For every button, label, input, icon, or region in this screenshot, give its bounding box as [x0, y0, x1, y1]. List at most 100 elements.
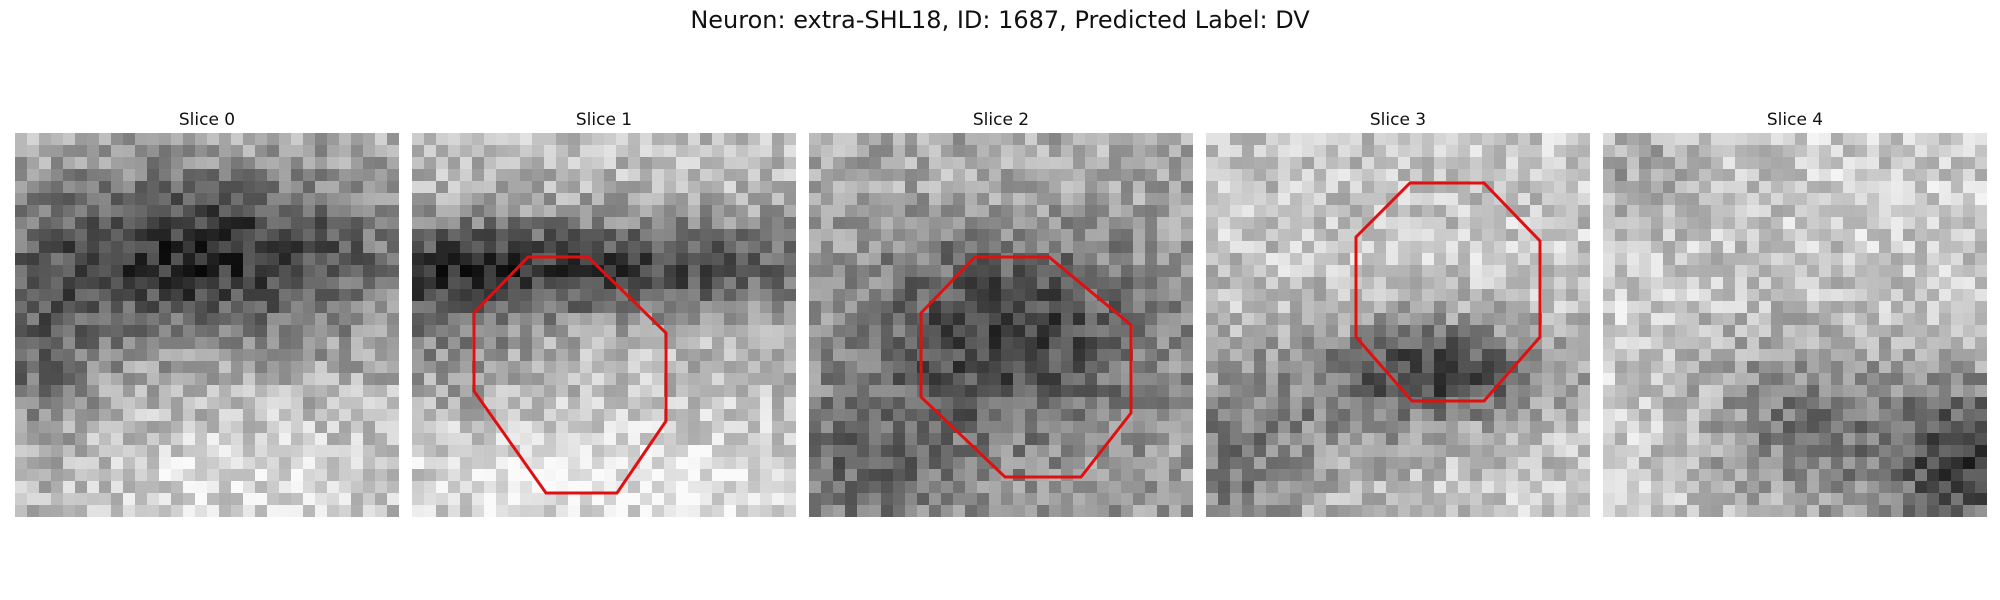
pixel [1254, 181, 1267, 194]
pixel [1386, 265, 1399, 278]
pixel [87, 313, 100, 326]
pixel [1338, 373, 1351, 386]
pixel [1218, 217, 1231, 230]
pixel [1061, 457, 1074, 470]
pixel [1398, 421, 1411, 434]
pixel [1025, 277, 1038, 290]
pixel [1963, 217, 1976, 230]
pixel [1554, 505, 1567, 517]
pixel [1049, 457, 1062, 470]
pixel [556, 241, 569, 254]
pixel [580, 349, 593, 362]
pixel [1073, 373, 1086, 386]
pixel [1482, 217, 1495, 230]
pixel [123, 373, 136, 386]
pixel [1675, 253, 1688, 266]
pixel [1278, 241, 1291, 254]
pixel [219, 433, 232, 446]
pixel [989, 325, 1002, 338]
pixel [1470, 361, 1483, 374]
pixel [760, 205, 773, 218]
pixel [1663, 181, 1676, 194]
pixel [63, 205, 76, 218]
pixel [1879, 373, 1892, 386]
roi-outline [919, 255, 1133, 479]
pixel [111, 289, 124, 302]
pixel [1699, 205, 1712, 218]
pixel [484, 445, 497, 458]
pixel [881, 289, 894, 302]
pixel [700, 373, 713, 386]
pixel [1157, 457, 1170, 470]
pixel [616, 229, 629, 242]
pixel [375, 313, 388, 326]
pixel [784, 205, 796, 218]
pixel [1181, 481, 1193, 494]
pixel [1218, 445, 1231, 458]
pixel [1181, 421, 1193, 434]
pixel [1001, 253, 1014, 266]
pixel [821, 433, 834, 446]
pixel [833, 289, 846, 302]
pixel [1578, 169, 1590, 182]
pixel [1879, 313, 1892, 326]
pixel [1699, 337, 1712, 350]
pixel [27, 373, 40, 386]
pixel [1723, 277, 1736, 290]
pixel [159, 433, 172, 446]
pixel [255, 181, 268, 194]
pixel [652, 253, 665, 266]
pixel [1975, 241, 1987, 254]
pixel [1085, 361, 1098, 374]
pixel [1338, 505, 1351, 517]
pixel [604, 193, 617, 206]
pixel [1651, 265, 1664, 278]
pixel [1037, 289, 1050, 302]
pixel [664, 205, 677, 218]
pixel [1711, 397, 1724, 410]
pixel [580, 433, 593, 446]
pixel [1651, 445, 1664, 458]
pixel [1723, 409, 1736, 422]
pixel [1554, 301, 1567, 314]
pixel [1639, 253, 1652, 266]
pixel [219, 253, 232, 266]
pixel [965, 313, 978, 326]
pixel [1855, 361, 1868, 374]
pixel [243, 193, 256, 206]
pixel [375, 157, 388, 170]
pixel [472, 205, 485, 218]
pixel [1326, 289, 1339, 302]
pixel [1169, 469, 1182, 482]
pixel [1446, 493, 1459, 506]
pixel [183, 205, 196, 218]
pixel [688, 469, 701, 482]
pixel [1278, 205, 1291, 218]
pixel [1073, 289, 1086, 302]
pixel [1410, 253, 1423, 266]
pixel [532, 265, 545, 278]
pixel [171, 445, 184, 458]
pixel [1242, 349, 1255, 362]
pixel [460, 253, 473, 266]
pixel [1133, 421, 1146, 434]
pixel [869, 133, 882, 146]
pixel [544, 385, 557, 398]
pixel [580, 457, 593, 470]
pixel [1230, 361, 1243, 374]
pixel [315, 493, 328, 506]
pixel [532, 277, 545, 290]
pixel [1422, 217, 1435, 230]
pixel [520, 265, 533, 278]
pixel [1951, 265, 1964, 278]
pixel [760, 421, 773, 434]
pixel [965, 325, 978, 338]
pixel [1398, 337, 1411, 350]
pixel [1242, 373, 1255, 386]
pixel [1735, 385, 1748, 398]
pixel [1278, 193, 1291, 206]
pixel [1470, 301, 1483, 314]
pixel [953, 241, 966, 254]
pixel [568, 445, 581, 458]
pixel [1434, 241, 1447, 254]
